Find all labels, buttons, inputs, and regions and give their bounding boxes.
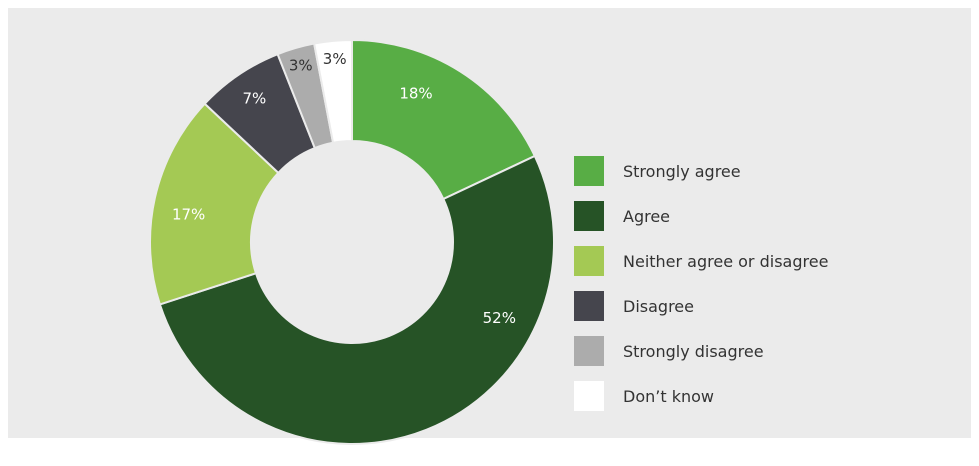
slice-don-t-know	[312, 38, 353, 144]
slice-agree	[158, 154, 555, 445]
slice-strongly-agree	[351, 38, 537, 201]
slice-label: 3%	[323, 50, 347, 68]
legend-item: Neither agree or disagree	[574, 246, 828, 276]
slices-group	[149, 38, 555, 445]
legend-swatch	[574, 201, 604, 231]
slice-label: 52%	[483, 309, 516, 327]
legend-item: Don’t know	[574, 381, 828, 411]
legend-label: Neither agree or disagree	[623, 251, 829, 271]
legend: Strongly agree Agree Neither agree or disa…	[574, 156, 828, 426]
legend-item: Agree	[574, 201, 828, 231]
legend-label: Disagree	[623, 296, 694, 316]
legend-swatch	[574, 156, 604, 186]
legend-item: Strongly disagree	[574, 336, 828, 366]
legend-swatch	[574, 291, 604, 321]
legend-swatch	[574, 336, 604, 366]
legend-swatch	[574, 246, 604, 276]
legend-item: Strongly agree	[574, 156, 828, 186]
legend-label: Agree	[623, 206, 671, 226]
legend-label: Don’t know	[623, 386, 714, 406]
legend-label: Strongly disagree	[623, 341, 764, 361]
slice-label: 18%	[399, 85, 432, 103]
slice-neither-agree-or-disagree	[149, 102, 280, 306]
slice-label: 3%	[289, 56, 313, 74]
legend-label: Strongly agree	[623, 161, 741, 181]
legend-item: Disagree	[574, 291, 828, 321]
legend-swatch	[574, 381, 604, 411]
slice-label: 7%	[242, 89, 266, 107]
slice-labels-group: 18% 52% 17% 7% 3% 3%	[172, 50, 516, 327]
slice-label: 17%	[172, 206, 205, 224]
